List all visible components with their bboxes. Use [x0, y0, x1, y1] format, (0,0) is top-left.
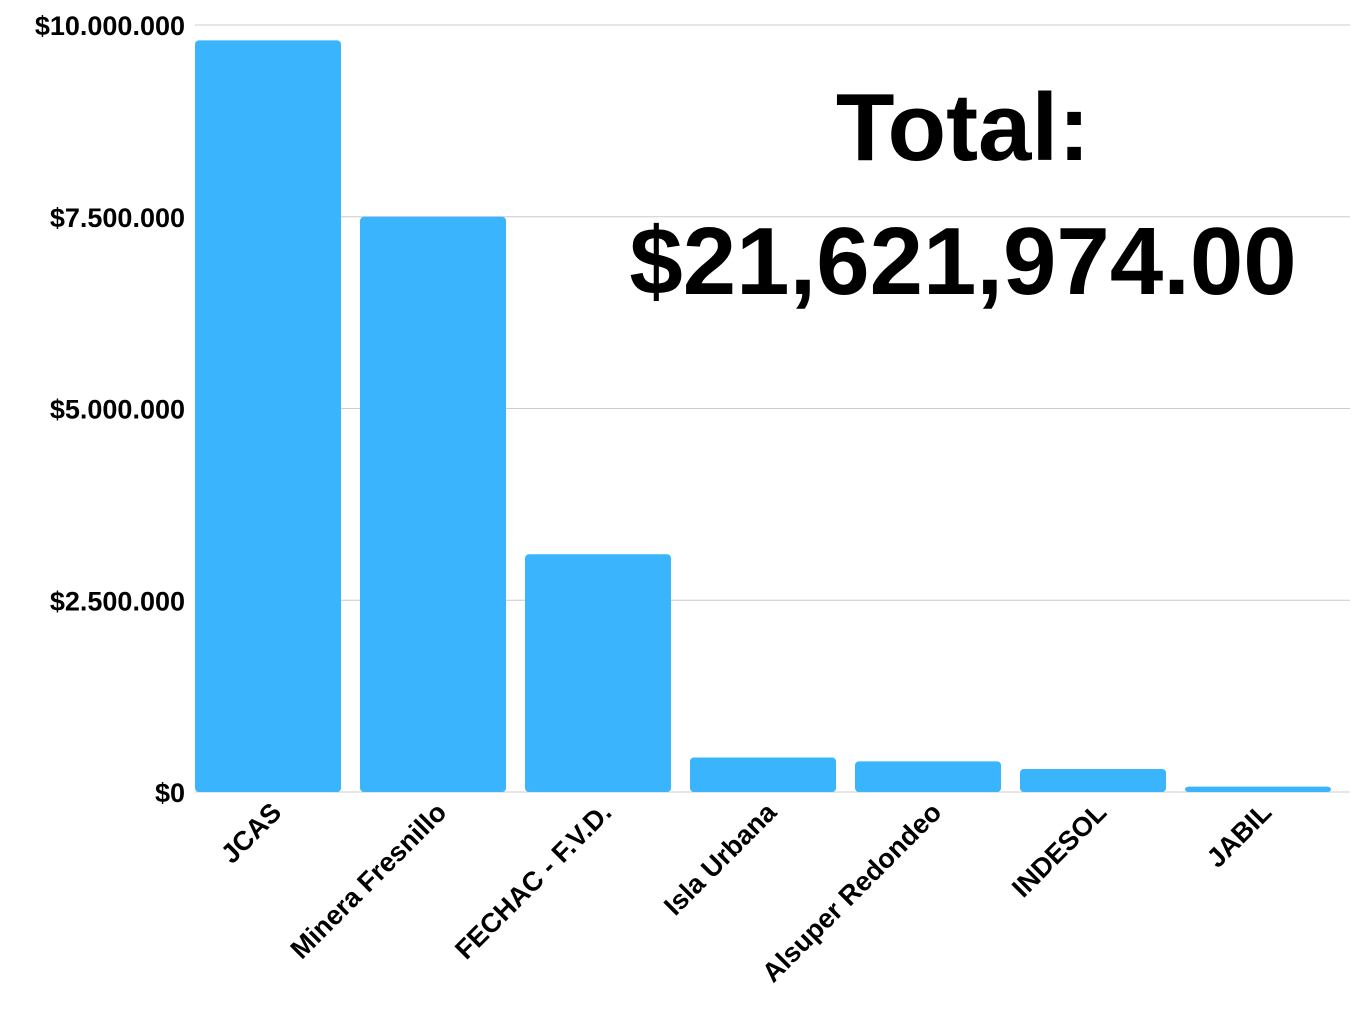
y-tick-label: $2.500.000 — [50, 586, 185, 616]
total-label: Total: — [836, 74, 1090, 181]
x-tick-label: Minera Fresnillo — [285, 797, 453, 965]
bar — [525, 554, 672, 792]
x-tick-label: Alsuper Redondeo — [756, 797, 947, 988]
x-tick-label: JCAS — [215, 797, 287, 869]
y-tick-label: $10.000.000 — [35, 11, 185, 41]
x-tick-label: FECHAC - F.V.D. — [449, 797, 617, 965]
x-tick-label: INDESOL — [1006, 797, 1112, 903]
x-tick-label: Isla Urbana — [658, 796, 783, 921]
y-tick-label: $5.000.000 — [50, 395, 185, 425]
bar — [195, 40, 342, 792]
total-annotation: Total: $21,621,974.00 — [629, 74, 1296, 315]
bar — [690, 757, 837, 792]
bar — [1020, 768, 1167, 792]
y-tick-label: $7.500.000 — [50, 203, 185, 233]
x-tick-label: JABIL — [1201, 797, 1277, 873]
y-axis-ticks: $0 $2.500.000 $5.000.000 $7.500.000 $10.000.… — [35, 11, 185, 808]
bar — [360, 216, 507, 792]
bars — [195, 40, 1332, 792]
y-tick-label: $0 — [155, 778, 185, 808]
total-value: $21,621,974.00 — [629, 208, 1296, 315]
bar — [1185, 786, 1332, 792]
bar — [855, 761, 1002, 792]
